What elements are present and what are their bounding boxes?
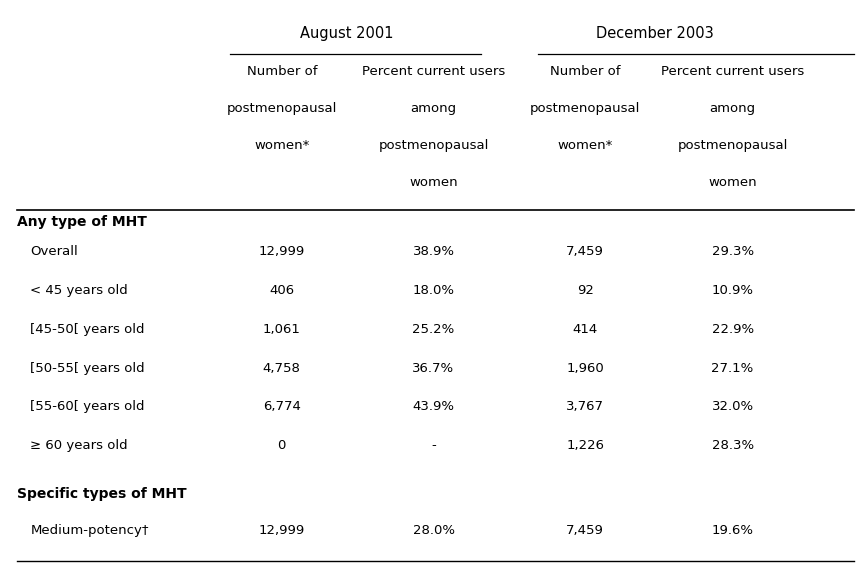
Text: women: women <box>708 176 757 189</box>
Text: 10.9%: 10.9% <box>712 284 753 297</box>
Text: 414: 414 <box>572 323 598 336</box>
Text: 29.3%: 29.3% <box>712 246 753 258</box>
Text: 43.9%: 43.9% <box>413 401 454 413</box>
Text: 12,999: 12,999 <box>258 246 305 258</box>
Text: 32.0%: 32.0% <box>712 401 753 413</box>
Text: Percent current users: Percent current users <box>362 65 505 78</box>
Text: August 2001: August 2001 <box>300 26 394 40</box>
Text: 92: 92 <box>577 284 594 297</box>
Text: 27.1%: 27.1% <box>712 362 753 374</box>
Text: postmenopausal: postmenopausal <box>677 139 788 152</box>
Text: among: among <box>410 102 457 115</box>
Text: ≥ 60 years old: ≥ 60 years old <box>30 439 128 452</box>
Text: 28.3%: 28.3% <box>712 439 753 452</box>
Text: Number of: Number of <box>246 65 317 78</box>
Text: 12,999: 12,999 <box>258 524 305 536</box>
Text: 4,758: 4,758 <box>263 362 301 374</box>
Text: 3,767: 3,767 <box>566 401 604 413</box>
Text: postmenopausal: postmenopausal <box>530 102 641 115</box>
Text: [55-60[ years old: [55-60[ years old <box>30 401 145 413</box>
Text: 1,226: 1,226 <box>566 439 604 452</box>
Text: Overall: Overall <box>30 246 78 258</box>
Text: women*: women* <box>557 139 613 152</box>
Text: [50-55[ years old: [50-55[ years old <box>30 362 145 374</box>
Text: postmenopausal: postmenopausal <box>226 102 337 115</box>
Text: Number of: Number of <box>550 65 621 78</box>
Text: 36.7%: 36.7% <box>413 362 454 374</box>
Text: 25.2%: 25.2% <box>413 323 454 336</box>
Text: among: among <box>709 102 756 115</box>
Text: Medium-potency†: Medium-potency† <box>30 524 149 536</box>
Text: Any type of MHT: Any type of MHT <box>17 215 147 229</box>
Text: [45-50[ years old: [45-50[ years old <box>30 323 145 336</box>
Text: Specific types of MHT: Specific types of MHT <box>17 487 187 501</box>
Text: 28.0%: 28.0% <box>413 524 454 536</box>
Text: 38.9%: 38.9% <box>413 246 454 258</box>
Text: 6,774: 6,774 <box>263 401 301 413</box>
Text: 19.6%: 19.6% <box>712 524 753 536</box>
Text: 7,459: 7,459 <box>566 246 604 258</box>
Text: Percent current users: Percent current users <box>661 65 805 78</box>
Text: 7,459: 7,459 <box>566 524 604 536</box>
Text: 0: 0 <box>277 439 286 452</box>
Text: -: - <box>431 439 436 452</box>
Text: December 2003: December 2003 <box>596 26 714 40</box>
Text: 22.9%: 22.9% <box>712 323 753 336</box>
Text: 1,960: 1,960 <box>566 362 604 374</box>
Text: 18.0%: 18.0% <box>413 284 454 297</box>
Text: 1,061: 1,061 <box>263 323 301 336</box>
Text: 406: 406 <box>270 284 294 297</box>
Text: women: women <box>409 176 458 189</box>
Text: women*: women* <box>254 139 310 152</box>
Text: postmenopausal: postmenopausal <box>378 139 489 152</box>
Text: < 45 years old: < 45 years old <box>30 284 128 297</box>
